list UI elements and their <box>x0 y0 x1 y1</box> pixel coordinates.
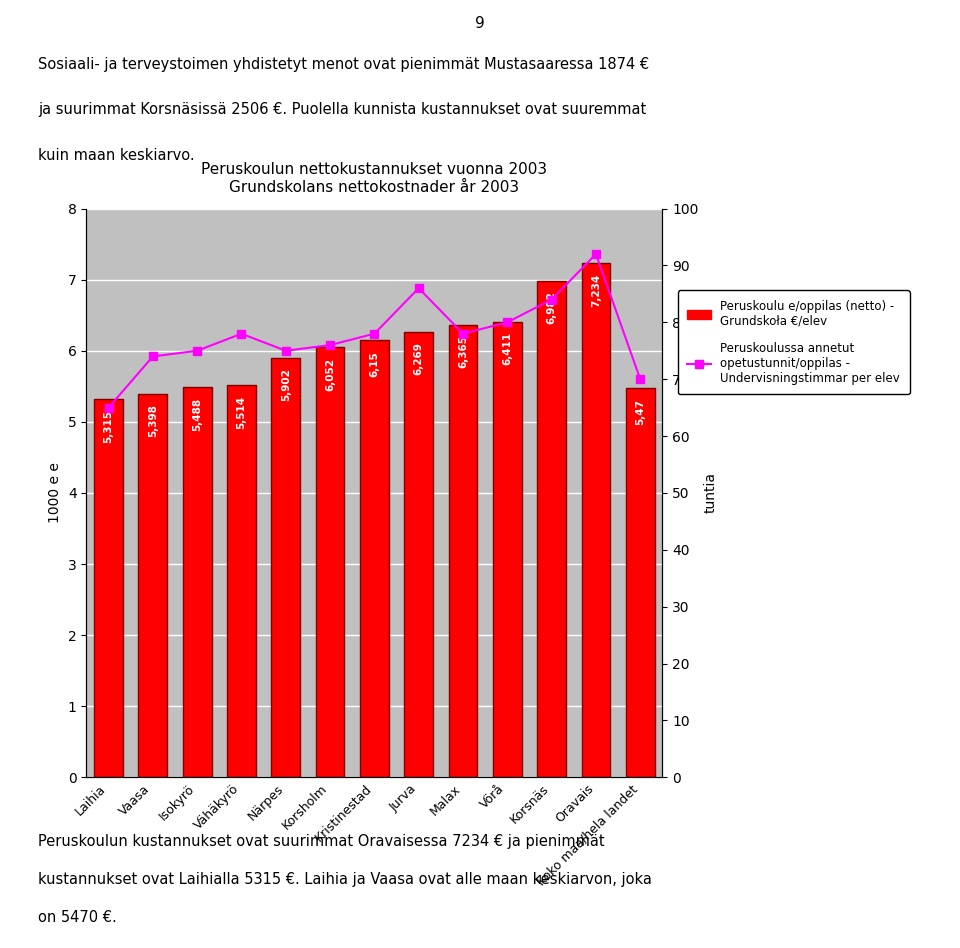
Text: kuin maan keskiarvo.: kuin maan keskiarvo. <box>38 148 195 163</box>
Bar <box>138 393 167 777</box>
Text: 6,052: 6,052 <box>325 357 335 391</box>
Bar <box>492 321 521 777</box>
Text: 6,982: 6,982 <box>546 292 557 324</box>
Text: 5,47: 5,47 <box>636 399 645 425</box>
Bar <box>538 281 566 777</box>
Text: 5,488: 5,488 <box>192 398 203 431</box>
Bar <box>404 332 433 777</box>
Title: Peruskoulun nettokustannukset vuonna 2003
Grundskolans nettokostnader år 2003: Peruskoulun nettokustannukset vuonna 200… <box>202 162 547 195</box>
Bar <box>228 385 256 777</box>
Bar <box>316 347 345 777</box>
Bar <box>582 263 611 777</box>
Text: 5,514: 5,514 <box>236 396 247 429</box>
Bar <box>626 389 655 777</box>
Bar <box>182 387 211 777</box>
Text: on 5470 €.: on 5470 €. <box>38 910 117 925</box>
Y-axis label: tuntia: tuntia <box>704 472 718 514</box>
Text: Peruskoulun kustannukset ovat suurimmat Oravaisessa 7234 € ja pienimmät: Peruskoulun kustannukset ovat suurimmat … <box>38 834 605 849</box>
Legend: Peruskoulu e/oppilas (netto) -
Grundskoła €/elev, Peruskoulussa annetut
opetustu: Peruskoulu e/oppilas (netto) - Grundskoł… <box>678 290 909 394</box>
Bar <box>360 340 389 777</box>
Text: 7,234: 7,234 <box>591 274 601 307</box>
Bar <box>94 399 123 777</box>
Text: 6,269: 6,269 <box>414 342 423 375</box>
Text: kustannukset ovat Laihialla 5315 €. Laihia ja Vaasa ovat alle maan keskiarvon, j: kustannukset ovat Laihialla 5315 €. Laih… <box>38 872 652 887</box>
Text: 9: 9 <box>475 16 485 31</box>
Text: 5,315: 5,315 <box>104 410 113 443</box>
Text: 6,365: 6,365 <box>458 336 468 369</box>
Text: 6,411: 6,411 <box>502 332 513 365</box>
Bar <box>448 325 477 777</box>
Text: 5,902: 5,902 <box>280 369 291 401</box>
Text: ja suurimmat Korsnäsissä 2506 €. Puolella kunnista kustannukset ovat suuremmat: ja suurimmat Korsnäsissä 2506 €. Puolell… <box>38 102 647 118</box>
Text: 5,398: 5,398 <box>148 404 157 437</box>
Bar <box>272 357 300 777</box>
Text: 6,15: 6,15 <box>370 351 379 376</box>
Text: Sosiaali- ja terveystoimen yhdistetyt menot ovat pienimmät Mustasaaressa 1874 €: Sosiaali- ja terveystoimen yhdistetyt me… <box>38 57 650 72</box>
Y-axis label: 1000 e e: 1000 e e <box>48 463 62 523</box>
